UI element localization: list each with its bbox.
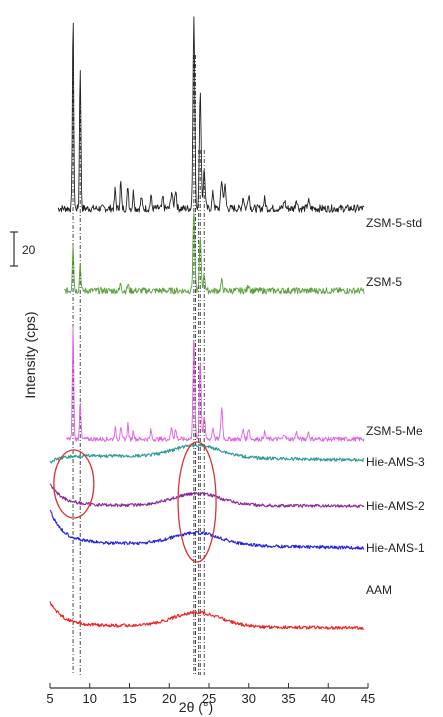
series-zsm-5-me: ZSM-5-Me <box>66 325 423 442</box>
series-line-hie-ams-3 <box>49 443 365 464</box>
annotation-ellipse <box>53 449 95 519</box>
x-tick-label: 10 <box>83 691 97 706</box>
series-label-hie-ams-1: Hie-AMS-1 <box>366 541 425 555</box>
x-tick-label: 20 <box>162 691 176 706</box>
series-label-hie-ams-3: Hie-AMS-3 <box>366 455 425 469</box>
series-line-zsm-5 <box>64 212 365 295</box>
series-hie-ams-1: Hie-AMS-1 <box>49 509 425 555</box>
series-label-zsm-5-std: ZSM-5-std <box>366 216 422 230</box>
x-tick-label: 35 <box>281 691 295 706</box>
series-aam: AAM <box>49 583 392 630</box>
series-label-aam: AAM <box>366 583 392 597</box>
x-tick-label: 5 <box>46 691 53 706</box>
x-tick-label: 45 <box>361 691 375 706</box>
dashed-reference-lines <box>72 45 205 675</box>
scale-bar-label: 20 <box>22 243 36 257</box>
series-line-hie-ams-1 <box>49 509 365 550</box>
series-zsm-5-std: ZSM-5-std <box>57 16 422 230</box>
x-tick-label: 30 <box>242 691 256 706</box>
series-line-hie-ams-2 <box>49 483 365 509</box>
series-hie-ams-3: Hie-AMS-3 <box>49 443 425 469</box>
scale-bar: 20 <box>10 231 36 267</box>
series-line-zsm-5-std <box>57 16 365 213</box>
x-tick-label: 15 <box>122 691 136 706</box>
annotation-layer <box>53 441 217 563</box>
series-label-zsm-5-me: ZSM-5-Me <box>366 424 423 438</box>
series-zsm-5: ZSM-5 <box>64 212 402 295</box>
series-layer: ZSM-5-std ZSM-5 ZSM-5-Me Hie-AMS-3 Hie-AMS-2… <box>49 16 425 630</box>
y-axis-title: Intensity (cps) <box>22 311 38 398</box>
series-label-hie-ams-2: Hie-AMS-2 <box>366 499 425 513</box>
series-line-zsm-5-me <box>66 325 365 442</box>
x-axis-title: 2θ (°) <box>179 699 213 715</box>
series-label-zsm-5: ZSM-5 <box>366 275 402 289</box>
x-tick-label: 40 <box>321 691 335 706</box>
x-tick-label: 25 <box>202 691 216 706</box>
series-hie-ams-2: Hie-AMS-2 <box>49 483 425 513</box>
x-ticks: 5 10 15 20 25 30 35 40 45 <box>46 683 375 706</box>
annotation-ellipse <box>177 441 217 563</box>
series-line-aam <box>49 601 365 630</box>
